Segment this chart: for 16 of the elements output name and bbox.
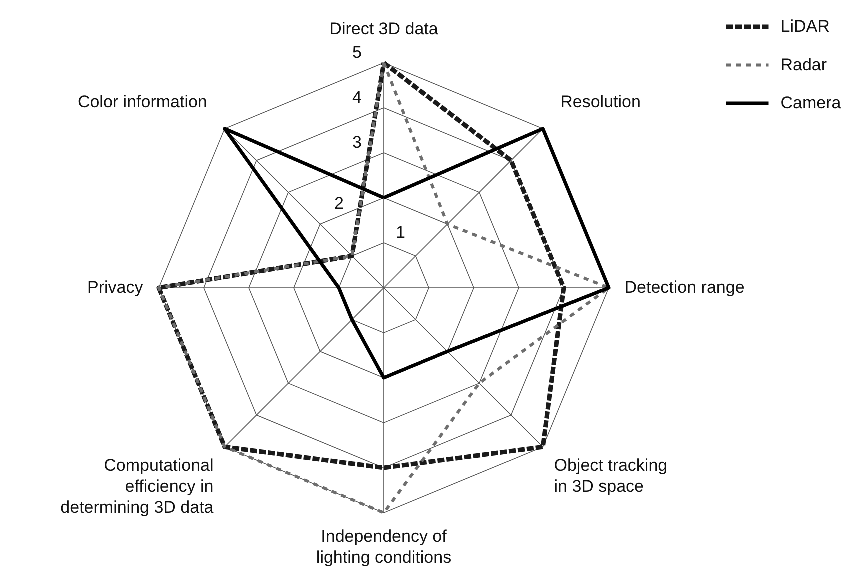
y-tick-label: 4 xyxy=(352,88,362,107)
spoke-label: Object tracking in 3D space xyxy=(554,456,668,496)
spoke-label: Privacy xyxy=(88,278,144,297)
legend-label: LiDAR xyxy=(780,17,830,36)
spoke-label: Independency of lighting conditions xyxy=(316,526,452,567)
spoke-label: Resolution xyxy=(560,92,641,112)
spoke-label: Computational efficiency in determining 3D data xyxy=(60,456,214,518)
spoke-label: Detection range xyxy=(624,278,745,297)
y-tick-label: 5 xyxy=(352,43,362,62)
legend-label: Camera xyxy=(780,94,842,112)
spoke-label: Direct 3D data xyxy=(330,19,439,38)
legend-label: Radar xyxy=(780,55,828,74)
y-tick-label: 3 xyxy=(352,133,362,152)
y-tick-label: 2 xyxy=(334,194,344,213)
y-tick-label: 1 xyxy=(396,223,406,242)
spoke-label: Color information xyxy=(78,92,208,112)
